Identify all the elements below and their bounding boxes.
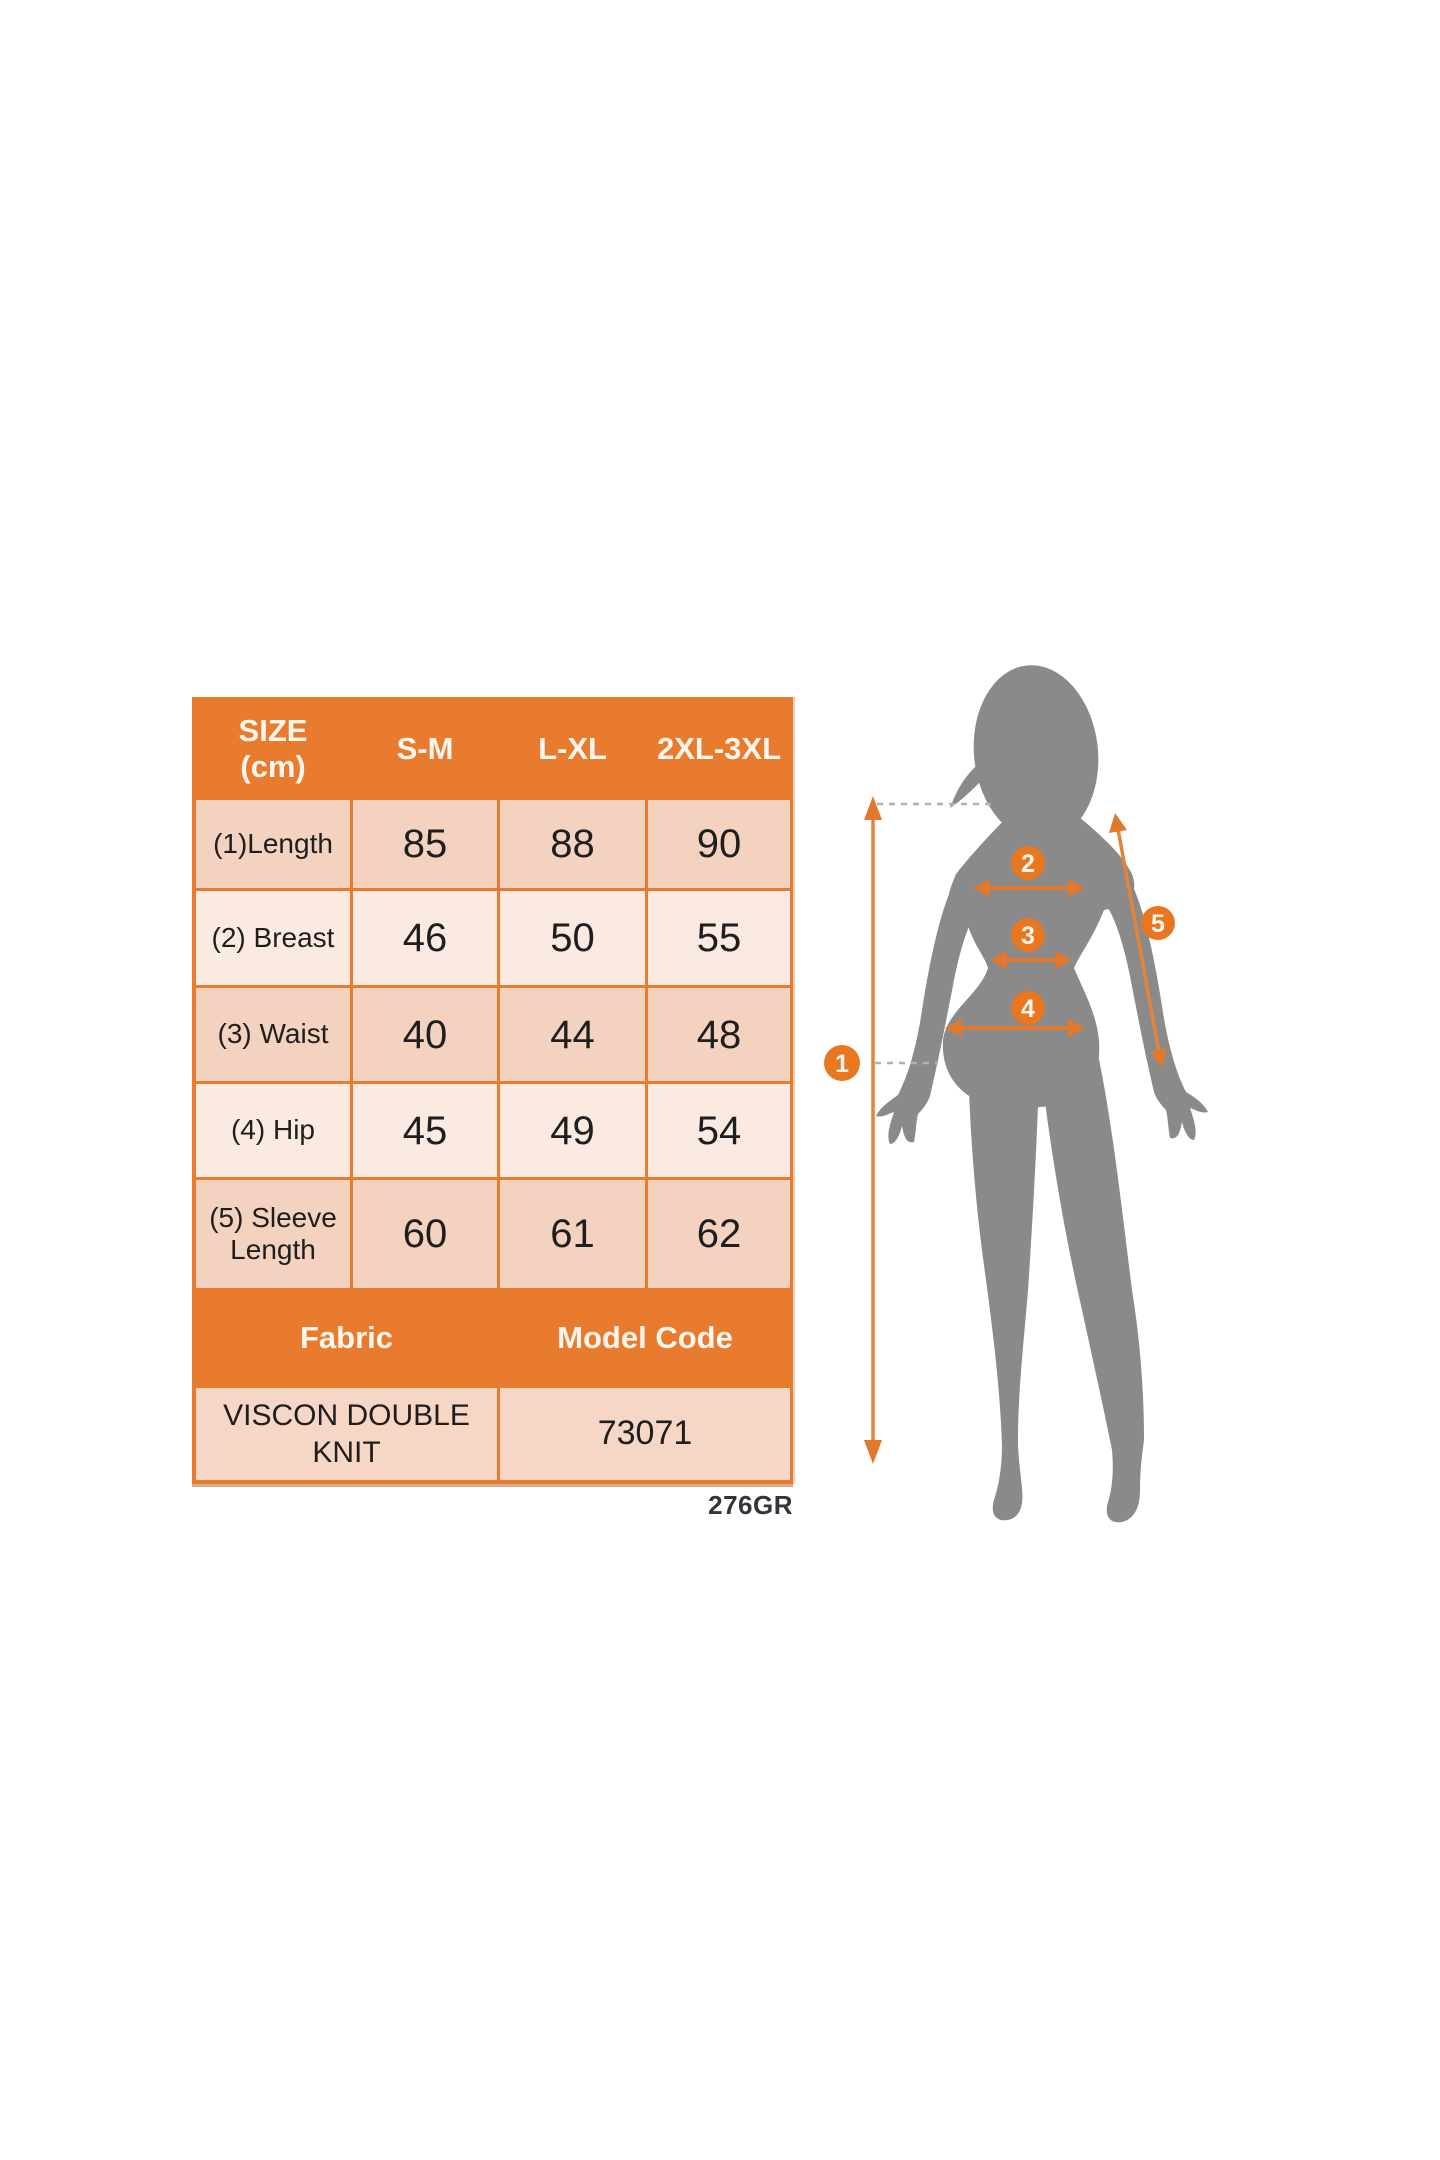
svg-text:3: 3 [1021,922,1035,950]
svg-text:5: 5 [1151,910,1165,938]
row-label-hip: (4) Hip [196,1084,350,1177]
model-code-value: 73071 [500,1388,790,1480]
fabric-value: VISCON DOUBLE KNIT [196,1388,497,1480]
column-header-l-xl: L-XL [500,701,645,797]
silhouette-left-leg [968,1058,1038,1521]
svg-text:4: 4 [1021,995,1035,1023]
sleeve-s-m: 60 [353,1180,497,1288]
sleeve-measure-arrow [1109,813,1167,1068]
svg-text:2: 2 [1021,850,1035,878]
row-label-sleeve-length: (5) Sleeve Length [196,1180,350,1288]
silhouette-head [973,665,1099,841]
svg-text:1: 1 [835,1050,849,1078]
fabric-header: Fabric [196,1291,497,1385]
silhouette-left-arm [876,878,976,1144]
row-label-waist: (3) Waist [196,988,350,1081]
length-measure-arrow [864,796,882,1464]
row-label-length: (1)Length [196,800,350,888]
column-header-2xl-3xl: 2XL-3XL [648,701,790,797]
measurement-badge-1: 1 [824,1045,860,1081]
size-table: SIZE (cm) S-M L-XL 2XL-3XL (1)Length 85 … [192,697,793,1484]
sleeve-l-xl: 61 [500,1180,645,1288]
silhouette-hair [950,766,980,808]
measurement-figure: 1 2 3 4 5 [810,650,1250,1530]
model-code-header: Model Code [500,1291,790,1385]
sleeve-2xl-3xl: 62 [648,1180,790,1288]
waist-2xl-3xl: 48 [648,988,790,1081]
hip-measure-arrow [945,1019,1085,1037]
measurement-badge-3: 3 [1011,918,1045,952]
weight-footnote: 276GR [708,1490,793,1520]
table-corner-header: SIZE (cm) [196,701,350,797]
hip-l-xl: 49 [500,1084,645,1177]
silhouette-right-arm [1108,876,1208,1140]
column-header-s-m: S-M [353,701,497,797]
measurement-badge-4: 4 [1011,991,1045,1025]
breast-measure-arrow [973,879,1085,897]
body-silhouette-diagram: 1 2 3 4 5 [824,665,1208,1523]
measurement-badge-2: 2 [1011,846,1045,880]
breast-s-m: 46 [353,891,497,985]
length-l-xl: 88 [500,800,645,888]
silhouette-right-leg [1045,1055,1144,1523]
length-s-m: 85 [353,800,497,888]
waist-s-m: 40 [353,988,497,1081]
silhouette-torso [942,797,1135,1108]
measurement-badge-5: 5 [1141,906,1175,940]
hip-2xl-3xl: 54 [648,1084,790,1177]
corner-size-label: SIZE [238,713,308,749]
waist-measure-arrow [990,951,1072,969]
corner-unit-label: (cm) [240,749,306,784]
female-silhouette [876,665,1208,1523]
waist-l-xl: 44 [500,988,645,1081]
length-2xl-3xl: 90 [648,800,790,888]
breast-l-xl: 50 [500,891,645,985]
row-label-breast: (2) Breast [196,891,350,985]
hip-s-m: 45 [353,1084,497,1177]
breast-2xl-3xl: 55 [648,891,790,985]
